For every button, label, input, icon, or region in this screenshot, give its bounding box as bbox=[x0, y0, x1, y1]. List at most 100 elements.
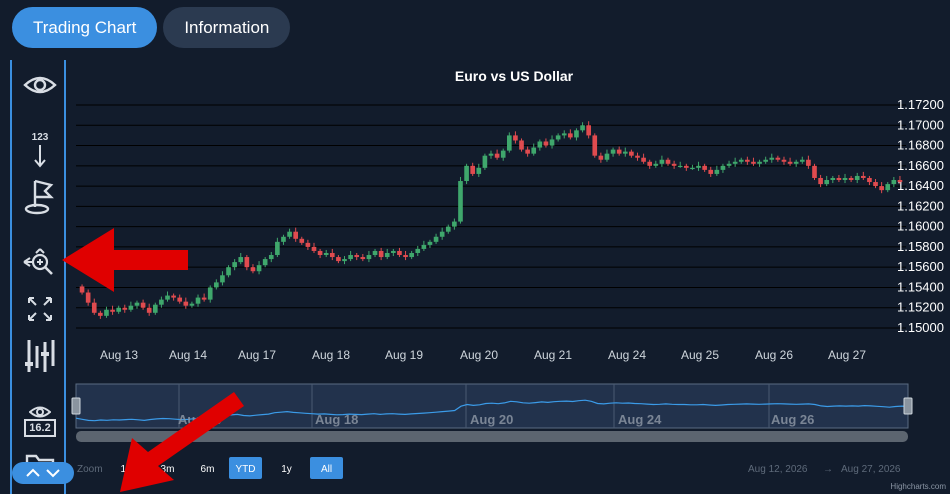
candle-body[interactable] bbox=[854, 175, 860, 181]
candle-body[interactable] bbox=[580, 125, 585, 131]
candle-body[interactable] bbox=[177, 297, 183, 302]
candle-body[interactable] bbox=[433, 236, 439, 242]
candle-body[interactable] bbox=[470, 165, 476, 174]
candle-body[interactable] bbox=[305, 242, 311, 247]
candle-body[interactable] bbox=[513, 135, 518, 141]
candle-body[interactable] bbox=[421, 244, 427, 249]
candle-body[interactable] bbox=[500, 150, 506, 158]
candle-body[interactable] bbox=[238, 257, 244, 263]
toolbar-toggle[interactable] bbox=[12, 462, 74, 484]
candle-body[interactable] bbox=[360, 257, 366, 260]
candle-body[interactable] bbox=[476, 167, 482, 174]
candle-body[interactable] bbox=[897, 180, 903, 183]
candle-body[interactable] bbox=[275, 241, 280, 256]
candle-body[interactable] bbox=[592, 135, 598, 156]
range-to[interactable]: Aug 27, 2026 bbox=[841, 464, 901, 475]
candle-body[interactable] bbox=[250, 267, 256, 272]
candle-body[interactable] bbox=[171, 295, 176, 298]
candle-body[interactable] bbox=[104, 309, 109, 316]
candle-body[interactable] bbox=[372, 250, 378, 256]
candle-body[interactable] bbox=[311, 246, 317, 251]
candle-body[interactable] bbox=[610, 149, 616, 154]
candle-body[interactable] bbox=[641, 157, 646, 162]
candle-body[interactable] bbox=[482, 155, 488, 168]
candle-body[interactable] bbox=[458, 181, 463, 222]
candle-body[interactable] bbox=[879, 186, 884, 191]
candle-body[interactable] bbox=[146, 307, 152, 313]
navigator[interactable]: Aug 16 Aug 18 Aug 20 Aug 24 Aug 26 bbox=[71, 383, 913, 442]
candle-body[interactable] bbox=[98, 312, 103, 316]
candle-body[interactable] bbox=[494, 153, 500, 158]
candle-body[interactable] bbox=[293, 231, 299, 239]
candle-body[interactable] bbox=[818, 177, 823, 185]
candle-body[interactable] bbox=[140, 302, 146, 308]
candle-body[interactable] bbox=[427, 241, 433, 245]
candle-body[interactable] bbox=[842, 177, 848, 181]
candle-body[interactable] bbox=[348, 255, 353, 260]
candle-body[interactable] bbox=[488, 153, 494, 156]
candle-body[interactable] bbox=[653, 163, 659, 166]
candle-body[interactable] bbox=[568, 133, 573, 138]
candle-body[interactable] bbox=[561, 133, 567, 136]
candle-body[interactable] bbox=[195, 297, 201, 304]
candle-body[interactable] bbox=[256, 265, 262, 272]
candle-body[interactable] bbox=[690, 167, 695, 170]
candle-body[interactable] bbox=[537, 141, 543, 148]
candle-body[interactable] bbox=[262, 259, 268, 266]
candle-body[interactable] bbox=[91, 302, 97, 313]
range-button-1y[interactable]: 1y bbox=[270, 457, 303, 479]
candle-body[interactable] bbox=[79, 286, 85, 293]
candle-body[interactable] bbox=[635, 155, 640, 158]
candle-body[interactable] bbox=[452, 221, 457, 227]
chart-svg[interactable]: Euro vs US Dollar 1.150001.152001.154001… bbox=[66, 60, 950, 494]
candle-body[interactable] bbox=[128, 305, 134, 310]
candle-body[interactable] bbox=[775, 157, 781, 160]
candle-body[interactable] bbox=[799, 159, 805, 162]
candle-body[interactable] bbox=[732, 161, 738, 164]
candle-body[interactable] bbox=[549, 139, 555, 146]
candle-body[interactable] bbox=[214, 282, 219, 288]
candle-body[interactable] bbox=[207, 287, 213, 300]
candle-body[interactable] bbox=[342, 259, 347, 262]
navigator-handle-left[interactable] bbox=[71, 397, 81, 415]
candle-body[interactable] bbox=[403, 255, 408, 258]
fullscreen-icon[interactable] bbox=[20, 294, 60, 324]
candle-body[interactable] bbox=[683, 165, 689, 168]
candle-body[interactable] bbox=[647, 161, 653, 166]
candle-body[interactable] bbox=[806, 159, 811, 166]
navigator-handle-right[interactable] bbox=[903, 397, 913, 415]
candle-body[interactable] bbox=[183, 301, 189, 306]
range-button-6m[interactable]: 6m bbox=[191, 457, 224, 479]
candle-body[interactable] bbox=[287, 231, 292, 237]
candle-body[interactable] bbox=[751, 161, 756, 164]
candle-body[interactable] bbox=[165, 295, 170, 300]
flag-icon[interactable] bbox=[20, 176, 60, 216]
chevron-up-icon[interactable] bbox=[26, 468, 40, 478]
chart-container[interactable]: Euro vs US Dollar 1.15000 1.15200 1.15400 1… bbox=[66, 60, 950, 494]
candle-body[interactable] bbox=[85, 292, 91, 303]
label-123-icon[interactable]: 123 bbox=[20, 130, 60, 170]
candle-body[interactable] bbox=[525, 149, 530, 154]
candle-body[interactable] bbox=[677, 165, 683, 168]
candle-body[interactable] bbox=[861, 175, 866, 178]
candle-body[interactable] bbox=[317, 250, 323, 256]
candle-body[interactable] bbox=[152, 304, 158, 313]
credits-link[interactable]: Highcharts.com bbox=[890, 482, 946, 491]
candle-body[interactable] bbox=[616, 149, 622, 154]
tab-information[interactable]: Information bbox=[163, 7, 291, 48]
candle-body[interactable] bbox=[671, 163, 677, 166]
candle-body[interactable] bbox=[110, 309, 115, 312]
candle-body[interactable] bbox=[885, 184, 891, 191]
candle-body[interactable] bbox=[696, 165, 701, 168]
range-button-bg[interactable] bbox=[310, 457, 343, 479]
candle-body[interactable] bbox=[586, 125, 591, 136]
candle-body[interactable] bbox=[329, 252, 335, 258]
candle-body[interactable] bbox=[848, 177, 854, 181]
candle-body[interactable] bbox=[757, 161, 762, 164]
range-button-ytd[interactable]: YTD bbox=[229, 457, 262, 479]
candle-body[interactable] bbox=[354, 255, 360, 258]
candle-body[interactable] bbox=[763, 159, 768, 162]
candle-body[interactable] bbox=[281, 236, 286, 242]
range-button-all[interactable]: All bbox=[310, 457, 343, 479]
range-button-3m[interactable]: 3m bbox=[151, 457, 184, 479]
